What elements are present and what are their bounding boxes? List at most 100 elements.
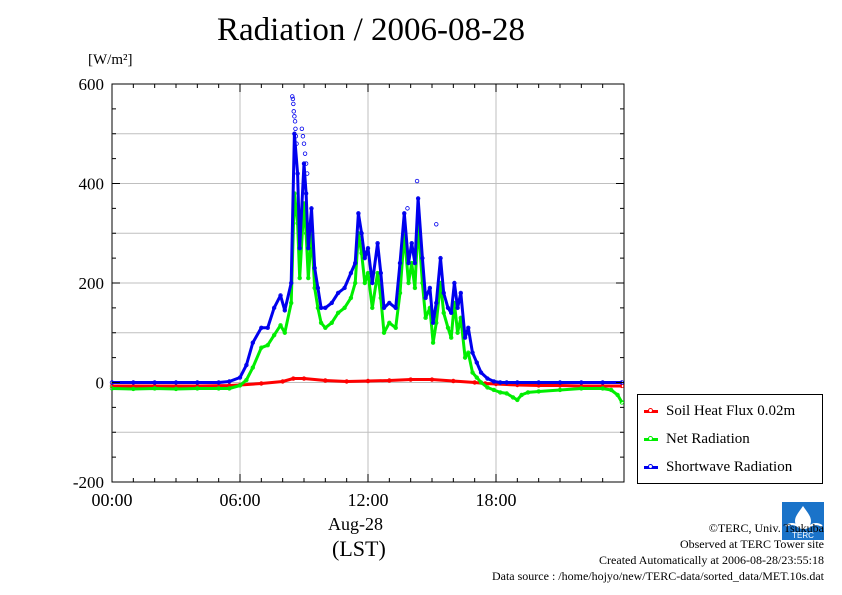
- x-axis-date-label: Aug-28: [328, 514, 383, 534]
- series-point: [370, 280, 375, 286]
- series-point: [271, 333, 277, 338]
- series-point: [282, 308, 287, 313]
- series-point: [491, 387, 497, 393]
- series-point: [237, 375, 243, 380]
- series-point: [362, 280, 367, 286]
- series-point: [342, 305, 347, 311]
- legend-swatch-green: [644, 435, 658, 441]
- series-point: [244, 362, 249, 368]
- series-point: [423, 295, 428, 301]
- series-point: [525, 390, 531, 395]
- series-point: [301, 376, 307, 381]
- series-point: [342, 285, 347, 291]
- series-point: [397, 260, 403, 266]
- series-line: [112, 132, 622, 384]
- series-point: [344, 379, 349, 384]
- series-point: [445, 305, 451, 311]
- series-point: [237, 383, 243, 388]
- series-point: [452, 280, 457, 286]
- series-point: [412, 285, 418, 291]
- series-point: [259, 325, 264, 330]
- series-point: [335, 310, 341, 316]
- series-point: [387, 320, 392, 325]
- outlier-point: [292, 114, 297, 119]
- series-point: [557, 380, 563, 385]
- x-tick-label: 12:00: [347, 490, 388, 510]
- series-point: [370, 305, 375, 311]
- x-axis-label: (LST): [332, 536, 386, 561]
- series-point: [474, 375, 479, 380]
- series-point: [323, 325, 328, 330]
- series-point: [406, 280, 411, 286]
- series-point: [427, 285, 433, 291]
- legend-item-shortwave-radiation: Shortwave Radiation: [644, 457, 792, 477]
- series-point: [498, 390, 503, 395]
- outlier-point: [291, 109, 296, 114]
- series-point: [353, 260, 358, 266]
- series-point: [478, 380, 484, 385]
- series-point: [375, 240, 380, 246]
- series-point: [173, 380, 179, 385]
- series-point: [504, 391, 509, 396]
- series-point: [152, 380, 157, 385]
- series-point: [312, 265, 317, 271]
- series-point: [362, 255, 367, 261]
- outlier-point: [305, 171, 310, 176]
- series-point: [462, 335, 468, 340]
- series-point: [131, 380, 136, 385]
- series-point: [365, 378, 371, 384]
- series-point: [329, 320, 334, 325]
- series-point: [393, 305, 398, 311]
- legend-item-soil-heat-flux: Soil Heat Flux 0.02m: [644, 401, 795, 421]
- series-point: [278, 323, 283, 328]
- series-point: [619, 400, 625, 405]
- outlier-point: [434, 222, 439, 227]
- series-point: [387, 378, 392, 383]
- series-point: [227, 379, 232, 384]
- series-point: [259, 381, 264, 386]
- series-point: [365, 245, 371, 251]
- series-point: [227, 386, 232, 391]
- series-point: [515, 397, 520, 403]
- outlier-point: [299, 126, 305, 131]
- terc-logo-icon: TERC: [782, 502, 824, 540]
- series-point: [485, 376, 490, 381]
- series-point: [609, 387, 614, 393]
- series-point: [381, 330, 387, 335]
- series-point: [259, 345, 264, 350]
- outlier-point: [293, 134, 299, 139]
- series-point: [278, 293, 283, 298]
- series-point: [455, 305, 460, 311]
- logo-text: TERC: [792, 531, 814, 540]
- series-point: [353, 280, 358, 286]
- series-point: [504, 380, 509, 385]
- series-point: [466, 325, 471, 330]
- series-point: [282, 330, 287, 335]
- series-point: [430, 320, 436, 325]
- series-point: [195, 380, 200, 385]
- series-point: [478, 370, 484, 375]
- series-point: [265, 342, 270, 348]
- series-point: [152, 386, 157, 391]
- series-point: [536, 380, 541, 385]
- outlier-point: [293, 126, 298, 131]
- series-point: [335, 290, 341, 296]
- series-point: [323, 305, 328, 311]
- chart-title: Radiation / 2006-08-28: [217, 12, 525, 48]
- credits: ©TERC, Univ. Tsukuba Observed at TERC To…: [492, 520, 824, 584]
- legend-label: Shortwave Radiation: [666, 458, 793, 475]
- series-point: [441, 310, 446, 316]
- outlier-point: [290, 96, 296, 102]
- series-point: [408, 377, 413, 382]
- series-point: [466, 350, 471, 355]
- outlier-point: [414, 178, 420, 184]
- source-text: Data source : /home/hojyo/new/TERC-data/…: [491, 569, 824, 583]
- series-point: [536, 389, 541, 394]
- series-point: [131, 386, 136, 392]
- series-point: [451, 378, 456, 384]
- series-point: [470, 370, 475, 375]
- series-point: [297, 275, 302, 281]
- outlier-point: [292, 119, 298, 124]
- series-point: [462, 355, 468, 360]
- legend-label: Soil Heat Flux 0.02m: [666, 402, 796, 419]
